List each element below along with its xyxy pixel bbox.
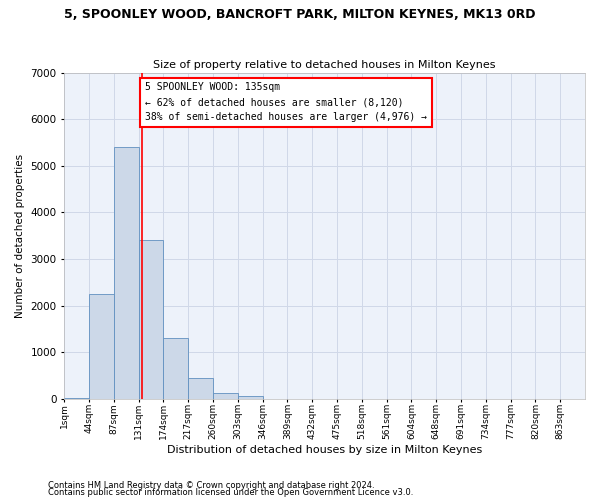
Bar	[89, 294, 114, 399]
Bar	[238, 396, 263, 399]
Text: Contains HM Land Registry data © Crown copyright and database right 2024.: Contains HM Land Registry data © Crown c…	[48, 480, 374, 490]
Y-axis label: Number of detached properties: Number of detached properties	[15, 154, 25, 318]
Text: Contains public sector information licensed under the Open Government Licence v3: Contains public sector information licen…	[48, 488, 413, 497]
Text: 5, SPOONLEY WOOD, BANCROFT PARK, MILTON KEYNES, MK13 0RD: 5, SPOONLEY WOOD, BANCROFT PARK, MILTON …	[64, 8, 536, 20]
Title: Size of property relative to detached houses in Milton Keynes: Size of property relative to detached ho…	[154, 60, 496, 70]
Bar	[163, 338, 188, 399]
Bar	[213, 393, 238, 399]
Bar	[114, 147, 139, 399]
Bar	[64, 398, 89, 399]
Bar	[188, 378, 213, 399]
Text: 5 SPOONLEY WOOD: 135sqm
← 62% of detached houses are smaller (8,120)
38% of semi: 5 SPOONLEY WOOD: 135sqm ← 62% of detache…	[145, 82, 427, 122]
X-axis label: Distribution of detached houses by size in Milton Keynes: Distribution of detached houses by size …	[167, 445, 482, 455]
Bar	[139, 240, 163, 399]
